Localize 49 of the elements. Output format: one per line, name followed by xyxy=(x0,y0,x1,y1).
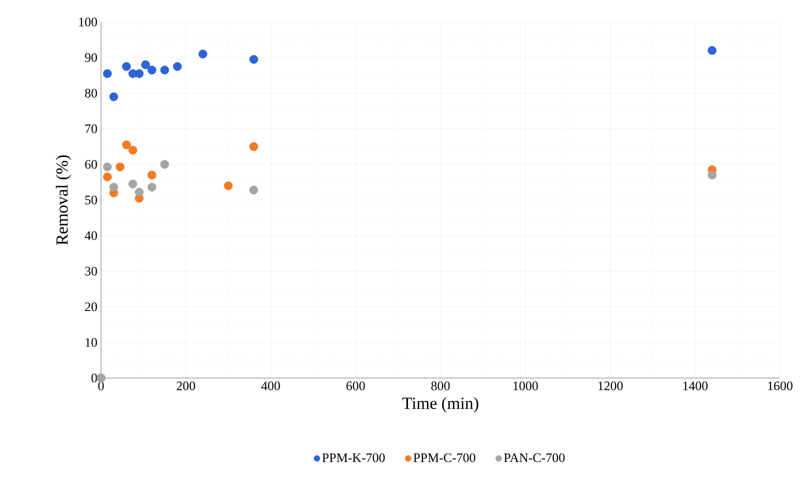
point xyxy=(134,188,144,197)
legend-label: PAN-C-700 xyxy=(504,453,565,462)
x-tick-label: 1000 xyxy=(514,382,538,390)
point xyxy=(102,69,112,78)
point xyxy=(148,66,156,74)
point xyxy=(224,181,233,190)
point xyxy=(708,170,716,180)
point xyxy=(148,182,156,192)
y-axis-title: Removal (%) xyxy=(56,155,72,245)
y-tick-label: 50 xyxy=(85,196,97,204)
y-tick-label: 70 xyxy=(85,124,97,134)
point xyxy=(198,50,208,58)
x-tick-label: 600 xyxy=(346,382,365,390)
point xyxy=(160,66,170,74)
y-tick-label: 30 xyxy=(85,266,97,276)
point xyxy=(160,160,170,169)
y-tick-label: 10 xyxy=(86,338,97,347)
x-tick-label: 400 xyxy=(261,382,280,390)
point xyxy=(109,92,118,102)
point xyxy=(128,180,138,188)
y-tick-label: 80 xyxy=(85,88,97,98)
point xyxy=(249,186,258,194)
y-tick-label: 40 xyxy=(84,231,97,240)
point xyxy=(148,170,156,180)
point xyxy=(249,54,258,64)
point xyxy=(141,60,150,70)
point xyxy=(249,142,258,151)
x-axis-title: Time (min) xyxy=(402,397,478,412)
y-tick-label: 90 xyxy=(84,53,97,62)
point xyxy=(122,140,131,150)
y-tick-label: 60 xyxy=(85,160,97,169)
point xyxy=(102,162,112,172)
point xyxy=(128,146,138,155)
point xyxy=(109,182,118,192)
y-tick-label: 20 xyxy=(85,302,97,312)
point xyxy=(102,172,112,182)
x-tick-label: 200 xyxy=(176,382,196,390)
legend-label: PPM-C-700 xyxy=(414,453,476,462)
point xyxy=(173,62,182,71)
point xyxy=(116,162,124,172)
point xyxy=(708,46,716,55)
y-tick-label: 0 xyxy=(92,374,97,382)
point xyxy=(122,62,131,71)
x-tick-label: 1600 xyxy=(768,382,792,390)
x-tick-label: 1200 xyxy=(598,382,623,390)
x-tick-label: 800 xyxy=(431,382,450,390)
x-tick-label: 1400 xyxy=(683,382,708,390)
legend-label: PPM-K-700 xyxy=(322,453,385,462)
y-tick-label: 100 xyxy=(79,18,97,26)
